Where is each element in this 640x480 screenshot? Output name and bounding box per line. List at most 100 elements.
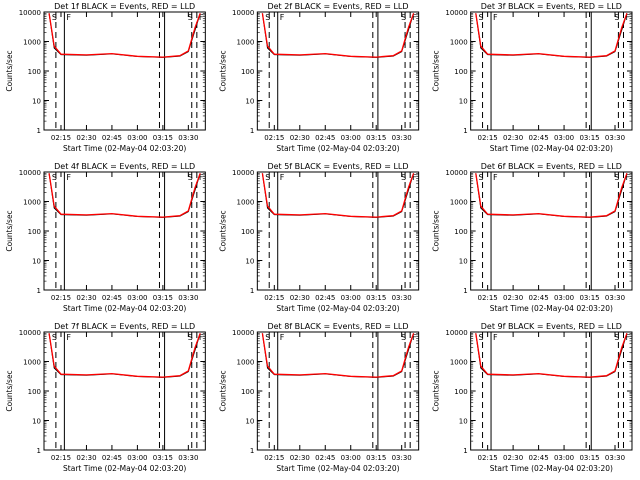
x-tick-label: 03:15	[579, 454, 599, 462]
x-tick-label: 03:30	[392, 294, 412, 302]
panel-title: Det 4f BLACK = Events, RED = LLD	[54, 162, 195, 171]
detector-panel-4: Det 4f BLACK = Events, RED = LLD 1 10 100 10…	[5, 162, 206, 313]
y-axis-label: Counts/sec	[432, 50, 441, 91]
series-line-events	[48, 173, 201, 218]
phase-marker-label: S	[479, 13, 484, 22]
x-tick-label: 03:00	[341, 454, 361, 462]
series-line-events	[475, 13, 628, 58]
y-tick-label: 10000	[19, 9, 41, 17]
x-tick-label: 02:45	[315, 134, 335, 142]
x-tick-label: 03:30	[178, 294, 198, 302]
phase-marker-label: F	[66, 173, 71, 182]
y-tick-label: 10000	[19, 169, 41, 177]
y-tick-label: 10	[245, 98, 254, 106]
x-tick-label: 03:30	[605, 454, 625, 462]
panel-title: Det 9f BLACK = Events, RED = LLD	[481, 322, 622, 331]
y-tick-label: 100	[454, 68, 467, 76]
y-tick-label: 10	[245, 258, 254, 266]
panel-title: Det 5f BLACK = Events, RED = LLD	[267, 162, 408, 171]
series-line-events	[48, 13, 201, 58]
y-axis-label: Counts/sec	[218, 50, 227, 91]
y-tick-label: 10000	[445, 169, 467, 177]
x-tick-label: 03:30	[178, 134, 198, 142]
x-tick-label: 02:45	[315, 294, 335, 302]
x-tick-label: 02:45	[315, 454, 335, 462]
x-tick-label: 03:15	[579, 134, 599, 142]
phase-marker-label: F	[493, 173, 498, 182]
x-tick-label: 02:30	[503, 134, 523, 142]
x-tick-label: 03:30	[392, 454, 412, 462]
phase-marker-label: S	[188, 13, 193, 22]
phase-marker-label: S	[614, 333, 619, 342]
y-axis-label: Counts/sec	[5, 50, 14, 91]
phase-marker-label: F	[280, 173, 285, 182]
x-tick-label: 02:30	[290, 454, 310, 462]
plot-frame	[470, 171, 633, 291]
x-tick-label: 03:00	[127, 134, 147, 142]
plot-frame	[256, 331, 420, 451]
x-tick-label: 03:15	[366, 134, 386, 142]
x-tick-label: 02:30	[76, 454, 96, 462]
phase-marker-label: F	[493, 333, 498, 342]
phase-marker-label: F	[412, 173, 417, 182]
x-tick-label: 03:30	[392, 134, 412, 142]
series-line-lld	[261, 13, 415, 58]
y-tick-label: 1000	[237, 39, 255, 47]
panel-title: Det 2f BLACK = Events, RED = LLD	[267, 2, 408, 11]
x-tick-label: 03:15	[153, 454, 173, 462]
x-tick-label: 02:45	[528, 454, 548, 462]
x-tick-label: 02:45	[102, 134, 122, 142]
x-tick-label: 03:15	[366, 454, 386, 462]
y-tick-label: 100	[241, 228, 254, 236]
y-tick-label: 10000	[445, 9, 467, 17]
y-tick-label: 1000	[23, 39, 41, 47]
y-tick-label: 10000	[232, 329, 254, 337]
panel-title: Det 1f BLACK = Events, RED = LLD	[54, 2, 195, 11]
x-axis-label: Start Time (02-May-04 02:03:20)	[63, 144, 186, 153]
series-line-events	[261, 13, 415, 58]
y-tick-label: 1	[250, 287, 254, 295]
x-tick-label: 03:15	[153, 134, 173, 142]
y-tick-label: 100	[454, 388, 467, 396]
y-tick-label: 10	[459, 418, 468, 426]
y-tick-label: 1000	[450, 199, 468, 207]
x-axis-label: Start Time (02-May-04 02:03:20)	[490, 144, 613, 153]
phase-marker-label: S	[52, 13, 57, 22]
detector-panel-2: Det 2f BLACK = Events, RED = LLD 1 10 100 10…	[218, 2, 420, 153]
series-line-lld	[48, 333, 201, 378]
panel-title: Det 7f BLACK = Events, RED = LLD	[54, 322, 195, 331]
x-tick-label: 02:45	[102, 454, 122, 462]
y-tick-label: 100	[454, 228, 467, 236]
y-tick-label: 10	[32, 418, 41, 426]
x-tick-label: 03:30	[605, 294, 625, 302]
y-tick-label: 100	[28, 68, 41, 76]
x-tick-label: 03:30	[605, 134, 625, 142]
series-line-events	[261, 333, 415, 378]
x-axis-label: Start Time (02-May-04 02:03:20)	[276, 304, 399, 313]
y-axis-label: Counts/sec	[218, 210, 227, 251]
detector-panel-3: Det 3f BLACK = Events, RED = LLD 1 10 100 10…	[432, 2, 633, 153]
x-axis-label: Start Time (02-May-04 02:03:20)	[63, 464, 186, 473]
x-axis-label: Start Time (02-May-04 02:03:20)	[276, 464, 399, 473]
phase-marker-label: F	[280, 333, 285, 342]
series-line-lld	[48, 173, 201, 218]
phase-marker-label: S	[401, 173, 406, 182]
y-tick-label: 1	[37, 287, 41, 295]
x-tick-label: 03:00	[554, 294, 574, 302]
phase-marker-label: F	[199, 13, 204, 22]
y-tick-label: 10000	[232, 9, 254, 17]
y-tick-label: 10000	[232, 169, 254, 177]
phase-marker-label: F	[199, 333, 204, 342]
x-tick-label: 02:45	[528, 134, 548, 142]
detector-panel-7: Det 7f BLACK = Events, RED = LLD 1 10 100 10…	[5, 322, 206, 473]
x-tick-label: 03:00	[127, 294, 147, 302]
phase-marker-label: F	[412, 333, 417, 342]
phase-marker-label: S	[614, 13, 619, 22]
x-axis-label: Start Time (02-May-04 02:03:20)	[63, 304, 186, 313]
x-tick-label: 03:15	[366, 294, 386, 302]
y-tick-label: 1	[463, 447, 467, 455]
x-tick-label: 03:00	[341, 294, 361, 302]
y-tick-label: 1	[250, 127, 254, 135]
x-tick-label: 02:15	[51, 454, 71, 462]
plot-frame	[43, 11, 206, 131]
